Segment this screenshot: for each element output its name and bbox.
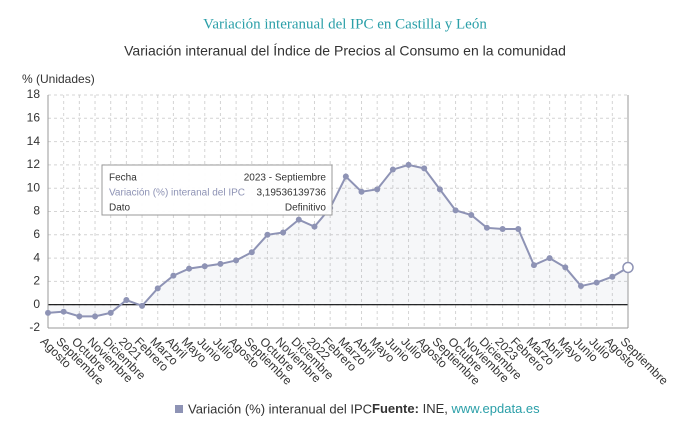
- y-axis-label: % (Unidades): [22, 72, 95, 86]
- tooltip-value: 2023 - Septiembre: [244, 173, 327, 184]
- point: [358, 188, 365, 195]
- y-tick-label: 2: [33, 274, 40, 288]
- point: [139, 302, 146, 309]
- point: [577, 283, 584, 290]
- point: [562, 264, 569, 271]
- point: [452, 207, 459, 214]
- y-tick-label: 0: [33, 297, 40, 311]
- point: [92, 313, 99, 320]
- y-tick-label: 18: [27, 87, 41, 101]
- chart-subtitle: Variación interanual del Índice de Preci…: [124, 43, 566, 59]
- point: [233, 257, 240, 264]
- point: [546, 255, 553, 262]
- point: [609, 273, 616, 280]
- point: [76, 313, 83, 320]
- point: [405, 161, 412, 168]
- point: [248, 249, 255, 256]
- tooltip-box: [101, 164, 333, 216]
- point: [389, 166, 396, 173]
- point: [186, 265, 193, 272]
- y-tick-label: 12: [27, 157, 41, 171]
- source: Fuente: INE, www.epdata.es: [372, 401, 540, 416]
- point: [45, 309, 51, 316]
- source-link[interactable]: www.epdata.es: [451, 401, 541, 416]
- legend-marker: [175, 405, 183, 413]
- point: [421, 165, 428, 172]
- y-tick-label: 6: [33, 227, 40, 241]
- point: [280, 229, 287, 236]
- point: [217, 260, 224, 267]
- point: [468, 211, 475, 218]
- point: [374, 186, 381, 193]
- y-tick-label: -2: [29, 320, 40, 334]
- tooltip-label: Fecha: [109, 173, 137, 184]
- point: [342, 173, 349, 180]
- legend-label: Variación (%) interanual del IPC: [188, 401, 372, 416]
- point: [483, 224, 490, 231]
- point: [123, 297, 130, 304]
- source-label: Fuente:: [372, 401, 419, 416]
- y-tick-label: 14: [27, 134, 41, 148]
- tooltip-label: Dato: [109, 203, 131, 214]
- point: [515, 225, 522, 232]
- line: [47, 163, 629, 318]
- point: [107, 309, 114, 316]
- point: [201, 263, 208, 270]
- y-tick-label: 4: [33, 250, 40, 264]
- tooltip-value: Definitivo: [285, 203, 327, 214]
- point: [264, 231, 271, 238]
- y-tick-label: 16: [27, 110, 41, 124]
- point: [295, 216, 302, 223]
- point: [593, 279, 600, 286]
- tooltip: Fecha 2023 - Septiembre Variación (%) inte…: [101, 164, 333, 216]
- point: [311, 223, 318, 230]
- tooltip-value: 3,19536139736: [256, 188, 326, 199]
- y-tick-label: 10: [27, 180, 41, 194]
- point: [622, 261, 634, 274]
- y-tick-label: 8: [33, 204, 40, 218]
- point: [530, 262, 537, 269]
- point: [499, 225, 506, 232]
- area: [48, 164, 628, 317]
- point: [436, 186, 443, 193]
- point: [170, 272, 177, 279]
- chart-title: Variación interanual del IPC en Castilla…: [203, 16, 487, 32]
- tooltip-label: Variación (%) interanal del IPC: [109, 188, 245, 199]
- point: [154, 285, 161, 292]
- source-text: INE,: [423, 401, 448, 416]
- point: [60, 308, 67, 315]
